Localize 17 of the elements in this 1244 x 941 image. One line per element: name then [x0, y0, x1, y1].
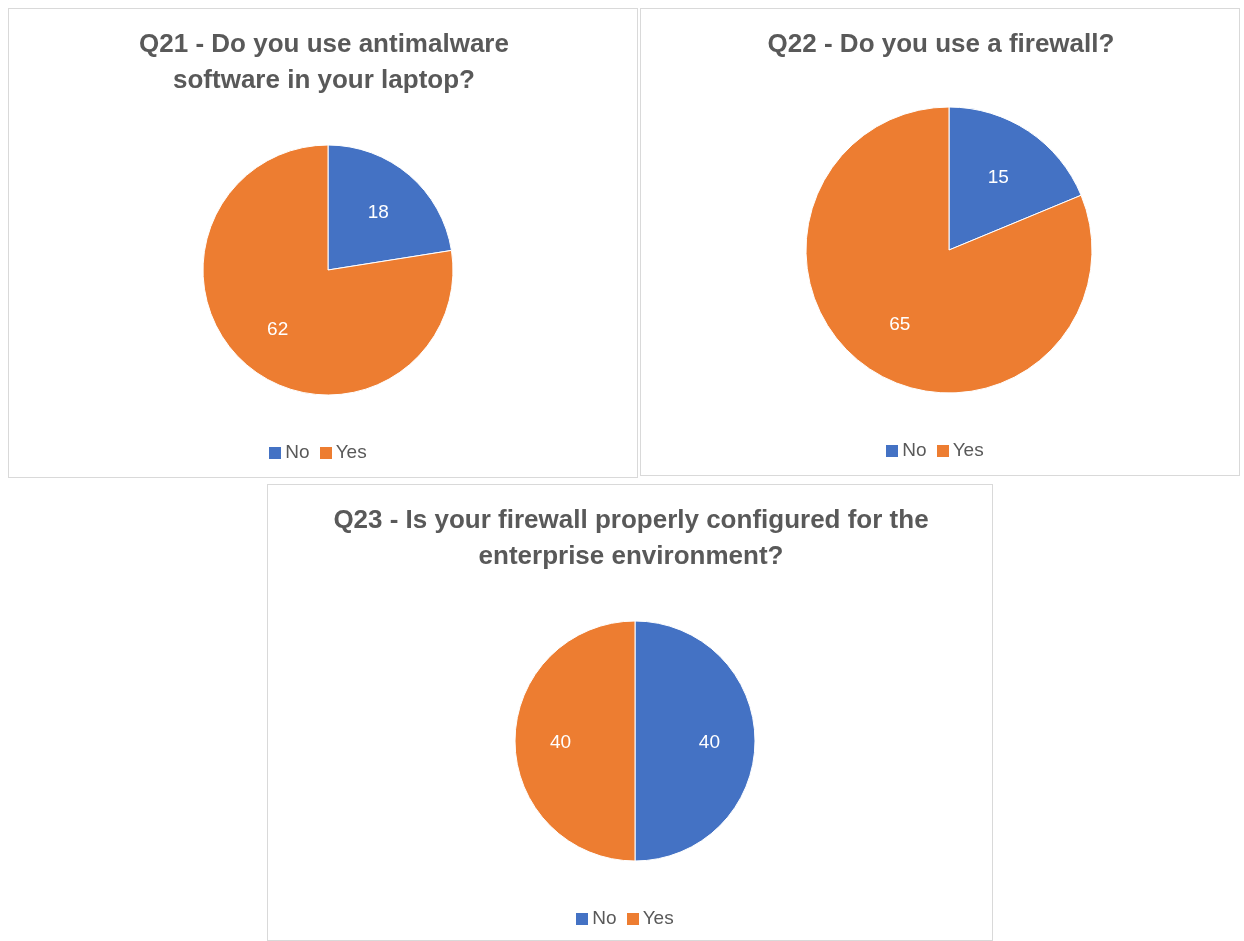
data-label: 18	[367, 200, 389, 222]
pie-slice	[202, 144, 454, 396]
pie-slice	[805, 106, 1093, 394]
legend-label: Yes	[642, 907, 674, 928]
data-label: 40	[550, 730, 572, 752]
legend-label: Yes	[952, 439, 984, 460]
legend-label: Yes	[335, 441, 367, 462]
data-label: 40	[698, 730, 720, 752]
legend-label: No	[285, 441, 310, 462]
data-label: 62	[267, 318, 289, 340]
chart-title: Q21 - Do you use antimalware software in your laptop?	[138, 27, 510, 96]
legend-label: No	[592, 907, 617, 928]
chart-title: Q23 - Is your firewall properly configured for the enterprise environment?	[332, 503, 930, 572]
data-label: 15	[987, 165, 1009, 187]
chart-title: Q22 - Do you use a firewall?	[766, 27, 1116, 60]
legend-label: No	[902, 439, 927, 460]
data-label: 65	[889, 313, 911, 335]
